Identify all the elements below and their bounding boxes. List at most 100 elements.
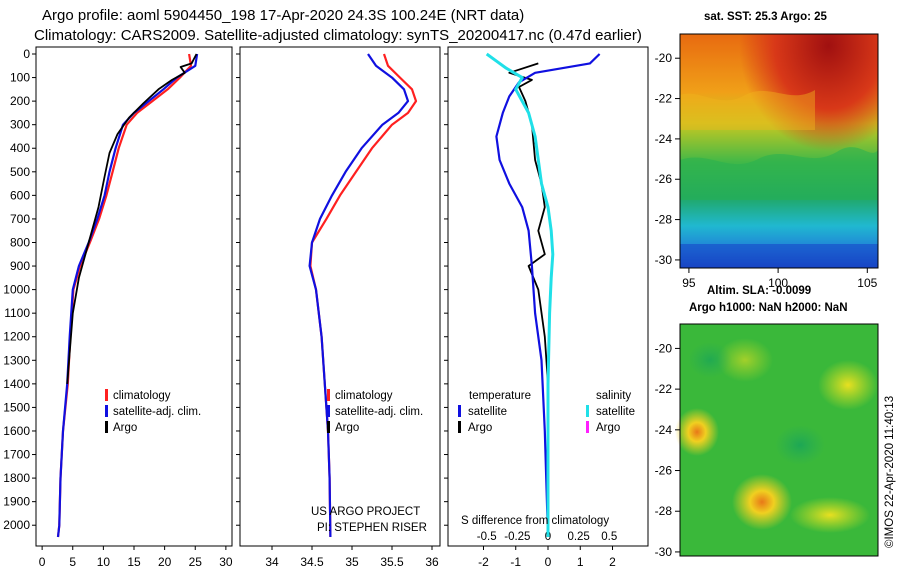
legend-label-sal-satellite: satellite: [596, 406, 635, 418]
sla-lat-tick-label: -26: [655, 464, 673, 478]
legend-title-salinity: salinity: [596, 390, 631, 402]
difference-x-label: S difference from climatology: [461, 515, 609, 527]
temp-line-climatology: [56, 53, 193, 538]
temp-tick-label: 0: [39, 555, 46, 569]
depth-tick-label: 900: [10, 259, 30, 273]
temp-tick-label: 15: [127, 555, 141, 569]
sal-line-climatology: [309, 53, 418, 538]
salinity-legend: climatology satellite-adj. clim. Argo: [327, 389, 423, 434]
sla-lat-tick-label: -24: [655, 423, 673, 437]
depth-tick-label: 1700: [3, 448, 30, 462]
sst-lat-tick-label: -30: [655, 253, 673, 267]
depth-tick-label: 1000: [3, 283, 30, 297]
difference-lines: [485, 52, 601, 538]
s-diff-tick-label: -0.5: [477, 531, 497, 543]
sla-lat-tick-label: -28: [655, 504, 673, 518]
sla-axes: -20 -22 -24 -26 -28 -30: [655, 341, 680, 559]
legend-label-temp-satellite: satellite: [468, 406, 507, 418]
salinity-lines: [308, 53, 418, 538]
depth-tick-label: 1400: [3, 377, 30, 391]
sla-lat-tick-label: -22: [655, 382, 673, 396]
sst-title: sat. SST: 25.3 Argo: 25: [704, 11, 828, 23]
temp-tick-label: 20: [158, 555, 172, 569]
temperature-x-axis: 0 5 10 15 20 25 30: [39, 546, 233, 569]
depth-tick-label: 1300: [3, 353, 30, 367]
sla-title-line-2: Argo h1000: NaN h2000: NaN: [689, 302, 848, 314]
legend-swatch-sal-argo: [586, 421, 589, 433]
depth-tick-label: 1800: [3, 471, 30, 485]
sst-lat-tick-label: -28: [655, 213, 673, 227]
diff-tick-label: 0: [545, 555, 552, 569]
sal-line-satellite-adj: [308, 53, 410, 538]
sst-lat-tick-label: -22: [655, 92, 673, 106]
depth-tick-label: 1900: [3, 495, 30, 509]
legend-swatch-sal-satellite: [586, 405, 589, 417]
imos-credit: ©IMOS 22-Apr-2020 11:40:13: [884, 396, 896, 548]
temp-tick-label: 5: [69, 555, 76, 569]
legend-swatch-climatology: [327, 389, 330, 401]
diff-tick-label: -1: [510, 555, 521, 569]
sst-lat-tick-label: -26: [655, 172, 673, 186]
depth-tick-label: 200: [10, 94, 30, 108]
temp-tick-label: 10: [97, 555, 111, 569]
temperature-panel: [35, 46, 233, 547]
temp-tick-label: 30: [219, 555, 233, 569]
salinity-x-axis: 34 34.5 35 35.5 36: [265, 546, 439, 569]
sla-lat-tick-label: -30: [655, 545, 673, 559]
sst-lon-tick-label: 95: [682, 276, 696, 290]
depth-tick-label: 1200: [3, 330, 30, 344]
depth-tick-label: 2000: [3, 518, 30, 532]
sla-title-line-1: Altim. SLA: -0.0099: [707, 285, 811, 297]
sla-heatmap: [675, 324, 878, 556]
sla-lat-tick-label: -20: [655, 341, 673, 355]
sst-lat-tick-label: -20: [655, 51, 673, 65]
sal-tick-label: 35: [345, 555, 359, 569]
sal-tick-label: 35.5: [380, 555, 404, 569]
depth-tick-label: 700: [10, 212, 30, 226]
legend-swatch-argo: [327, 421, 330, 433]
s-diff-tick-label: 0.25: [567, 531, 589, 543]
depth-tick-label: 1100: [4, 306, 30, 320]
sst-axes: 95 100 105 -20 -22 -24 -26 -28 -30: [655, 51, 878, 290]
legend-swatch-satellite-adj: [327, 405, 330, 417]
diff-line-sal-satellite: [485, 52, 555, 537]
diff-tick-label: -2: [478, 555, 489, 569]
depth-tick-label: 600: [10, 188, 30, 202]
project-credit-line-1: US ARGO PROJECT: [311, 506, 420, 518]
sal-tick-label: 36: [425, 555, 439, 569]
sla-frame: [679, 323, 879, 557]
legend-label-satellite-adj: satellite-adj. clim.: [335, 406, 423, 418]
temp-tick-label: 25: [189, 555, 203, 569]
temperature-legend: climatology satellite-adj. clim. Argo: [105, 389, 201, 434]
title-line-1: Argo profile: aoml 5904450_198 17-Apr-20…: [42, 7, 524, 24]
depth-tick-label: 100: [10, 71, 30, 85]
diff-line-temp-satellite: [495, 53, 601, 538]
legend-title-temperature: temperature: [469, 390, 531, 402]
temp-line-argo: [66, 53, 198, 384]
depth-tick-label: 300: [10, 118, 30, 132]
title-line-2: Climatology: CARS2009. Satellite-adjuste…: [34, 27, 642, 44]
sst-heatmap: [680, 34, 878, 268]
depth-axis: 0 100 200 300 400 500 600 700 800 900 1000 1100 1200…: [3, 47, 448, 532]
legend-label-climatology: climatology: [335, 390, 393, 402]
legend-label-sal-argo: Argo: [596, 422, 620, 434]
diff-tick-label: 2: [609, 555, 616, 569]
legend-swatch-argo: [105, 421, 108, 433]
legend-swatch-climatology: [105, 389, 108, 401]
depth-tick-label: 1600: [3, 424, 30, 438]
legend-label-satellite-adj: satellite-adj. clim.: [113, 406, 201, 418]
temp-line-satellite-adj: [56, 53, 199, 538]
sst-frame: [679, 33, 879, 269]
legend-label-argo: Argo: [113, 422, 137, 434]
salinity-panel: [239, 46, 441, 547]
temperature-lines: [56, 53, 199, 538]
depth-tick-label: 400: [10, 141, 30, 155]
sst-lon-tick-label: 100: [768, 276, 788, 290]
sst-lat-tick-label: -24: [655, 132, 673, 146]
depth-tick-label: 0: [23, 47, 30, 61]
project-credit-line-2: PI: STEPHEN RISER: [317, 522, 427, 534]
s-diff-tick-label: -0.25: [504, 531, 530, 543]
difference-legend: temperature satellite Argo salinity sate…: [458, 390, 635, 434]
depth-tick-label: 800: [10, 235, 30, 249]
